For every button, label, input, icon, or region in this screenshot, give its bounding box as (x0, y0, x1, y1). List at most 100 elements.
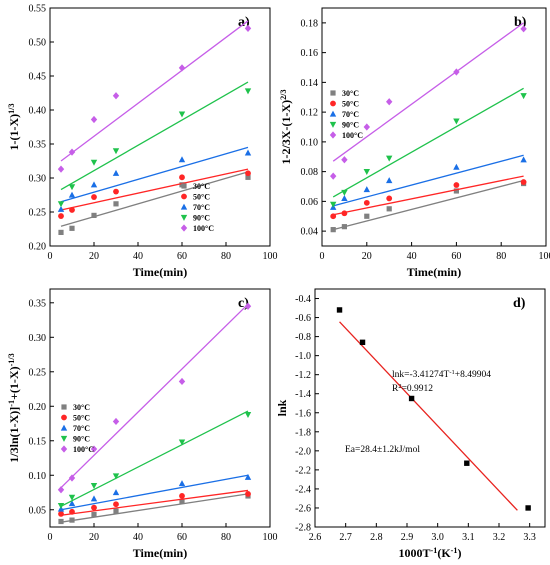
x-tick-label: 3.3 (523, 532, 536, 543)
fit-line (60, 303, 249, 489)
y-tick-label: -2.0 (295, 446, 311, 457)
data-point (245, 174, 251, 180)
data-point (336, 307, 343, 313)
legend-marker (329, 110, 337, 117)
x-tick-label: 80 (496, 251, 506, 262)
data-point (112, 417, 120, 426)
y-tick-label: 0.20 (29, 242, 47, 253)
x-axis-title: Time(min) (133, 265, 187, 279)
data-point (341, 224, 347, 230)
legend-label: 70°C (342, 110, 359, 119)
y-tick-label: 0.15 (29, 436, 47, 447)
x-tick-label: 20 (362, 251, 372, 262)
data-point (68, 148, 76, 156)
y-tick-label: 0.18 (301, 18, 319, 29)
data-point (179, 174, 185, 181)
legend-label: 50°C (193, 193, 210, 202)
y-axis-title: 1/3ln(1-X)]-1+(1-X)-1/3 (7, 353, 22, 462)
x-tick-label: 40 (133, 251, 143, 262)
data-point (364, 213, 370, 219)
y-tick-label: 0.25 (29, 208, 47, 219)
x-tick-label: 60 (177, 251, 187, 262)
data-point (244, 88, 252, 95)
fit-line (60, 20, 249, 162)
fit-line (60, 474, 249, 511)
y-tick-label: 0.45 (29, 72, 47, 83)
data-point (386, 195, 393, 202)
x-axis-title: Time(min) (133, 546, 187, 560)
x-tick-label: 100 (263, 251, 278, 262)
x-tick-label: 40 (407, 251, 417, 262)
y-tick-label: 0.40 (29, 106, 47, 117)
y-tick-label: -2.2 (295, 465, 311, 476)
fit-line (60, 410, 249, 507)
data-point (244, 473, 252, 480)
data-point (363, 199, 370, 206)
legend-label: 50°C (73, 414, 90, 423)
plot-frame (49, 7, 271, 247)
y-tick-label: 0.30 (29, 333, 47, 344)
y-tick-label: -0.6 (295, 313, 311, 324)
y-tick-label: -1.2 (295, 370, 311, 381)
legend-marker (181, 193, 187, 200)
data-point (69, 225, 75, 231)
data-point (464, 460, 470, 466)
data-point (520, 25, 527, 33)
data-point (520, 93, 527, 100)
data-point (244, 302, 252, 310)
y-tick-label: 0.25 (29, 367, 47, 378)
panel-c-chart: 0 20 40 60 80 100 0.05 0.10 0.15 0.20 0.25 0.30 0.35… (7, 288, 278, 560)
data-point (90, 445, 98, 453)
legend-marker (330, 100, 336, 107)
x-tick-label: 0 (320, 251, 325, 262)
data-point (330, 227, 336, 233)
data-point (57, 165, 65, 173)
data-point (58, 213, 64, 219)
data-point (244, 149, 252, 156)
r-squared-annotation: R2=0.9912 (392, 383, 433, 395)
data-point (112, 92, 120, 100)
data-point (178, 439, 186, 446)
data-point (330, 213, 337, 220)
panel-label: c) (238, 296, 249, 311)
legend-label: 70°C (193, 203, 210, 212)
y-axis-title: 1-2/3X-(1-X)2/3 (279, 89, 294, 164)
data-point (58, 229, 64, 235)
y-tick-label: 0.16 (301, 48, 319, 59)
panel-a-chart: 0 20 40 60 80 100 0.20 0.25 0.30 0.35 0.40 0.45 0.50… (7, 4, 278, 280)
x-tick-label: 2.6 (309, 532, 322, 543)
legend-marker (329, 131, 337, 139)
data-point (90, 159, 98, 166)
data-point (453, 68, 460, 76)
x-tick-label: 3.2 (493, 532, 506, 543)
fit-line (60, 168, 249, 211)
plot-frame (314, 288, 546, 528)
legend-marker (61, 414, 67, 421)
fit-line (60, 489, 249, 516)
data-point (341, 210, 348, 217)
data-point (525, 505, 531, 511)
data-point (386, 155, 393, 162)
legend-marker (329, 121, 337, 128)
x-tick-label: 2.7 (339, 532, 352, 543)
data-point (341, 156, 348, 164)
y-tick-label: 0.10 (29, 471, 47, 482)
data-point (363, 186, 370, 193)
data-point (68, 494, 76, 501)
equation-annotation: lnk=-3.41274T-1+8.49904 (392, 369, 491, 381)
legend-marker (181, 183, 187, 189)
data-point (58, 510, 64, 517)
data-point (178, 156, 186, 163)
y-tick-label: -1.6 (295, 408, 311, 419)
fit-line (60, 146, 249, 203)
data-point (244, 411, 252, 418)
data-point (359, 339, 366, 346)
legend-label: 100°C (342, 131, 363, 140)
data-point (91, 194, 97, 200)
x-tick-label: 3.0 (431, 532, 444, 543)
y-tick-label: -2.4 (295, 484, 311, 495)
legend-label: 90°C (73, 435, 90, 444)
data-point (453, 182, 460, 188)
legend-marker (60, 424, 68, 431)
